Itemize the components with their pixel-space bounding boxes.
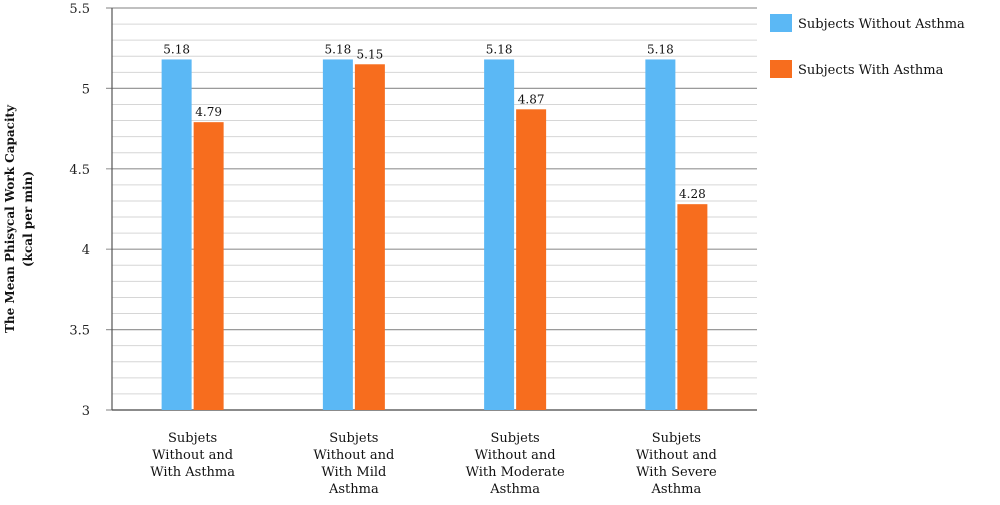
y-tick-label: 3.5: [69, 324, 90, 339]
data-label: 5.18: [325, 42, 352, 56]
bar-without-asthma: [322, 59, 353, 411]
category-label: Subjets Without and With Moderate Asthma: [466, 431, 565, 497]
data-label: 5.15: [357, 47, 384, 61]
bar-with-asthma: [677, 204, 708, 410]
data-label: 4.28: [679, 187, 706, 201]
data-label: 5.18: [486, 42, 513, 56]
legend-entry: Subjects With Asthma: [798, 63, 944, 78]
y-axis-title: The Mean Phisycal Work Capacity (kcal per…: [3, 104, 35, 333]
y-tick-label: 5: [82, 82, 90, 97]
data-label: 4.79: [195, 105, 222, 119]
y-axis-label: (kcal per min): [21, 171, 35, 267]
bar-without-asthma: [161, 59, 192, 411]
data-label: 5.18: [163, 42, 190, 56]
y-tick-label: 5.5: [69, 2, 90, 17]
legend-swatch: [770, 14, 792, 32]
legend-swatch: [770, 60, 792, 78]
legend: Subjects Without Asthma Subjects With Ast…: [770, 14, 965, 78]
category-label: Subjets Without and With Mild Asthma: [313, 431, 394, 497]
y-tick-label: 4.5: [69, 163, 90, 178]
data-label: 5.18: [647, 42, 674, 56]
legend-entry: Subjects Without Asthma: [798, 17, 965, 32]
bar-with-asthma: [516, 109, 547, 410]
category-label: Subjets Without and With Asthma: [150, 431, 235, 480]
bar-without-asthma: [484, 59, 515, 411]
bar-without-asthma: [645, 59, 676, 411]
y-tick-label: 3: [82, 404, 90, 419]
data-label: 4.87: [518, 92, 545, 106]
category-labels: Subjets Without and With Asthma Subjets With…: [150, 431, 717, 497]
y-tick-labels: 3 3.5 4 4.5 5 5.5: [69, 2, 90, 419]
bar-with-asthma: [193, 122, 224, 410]
y-axis-label: The Mean Phisycal Work Capacity: [3, 104, 17, 333]
category-label: Subjets Without and With Severe Asthma: [636, 431, 717, 497]
data-labels: 5.18 4.79 5.18 5.15 5.18 4.87 5.18 4.28: [163, 42, 705, 201]
bars: [161, 59, 708, 411]
bar-with-asthma: [354, 64, 385, 410]
y-tick-label: 4: [82, 243, 90, 258]
